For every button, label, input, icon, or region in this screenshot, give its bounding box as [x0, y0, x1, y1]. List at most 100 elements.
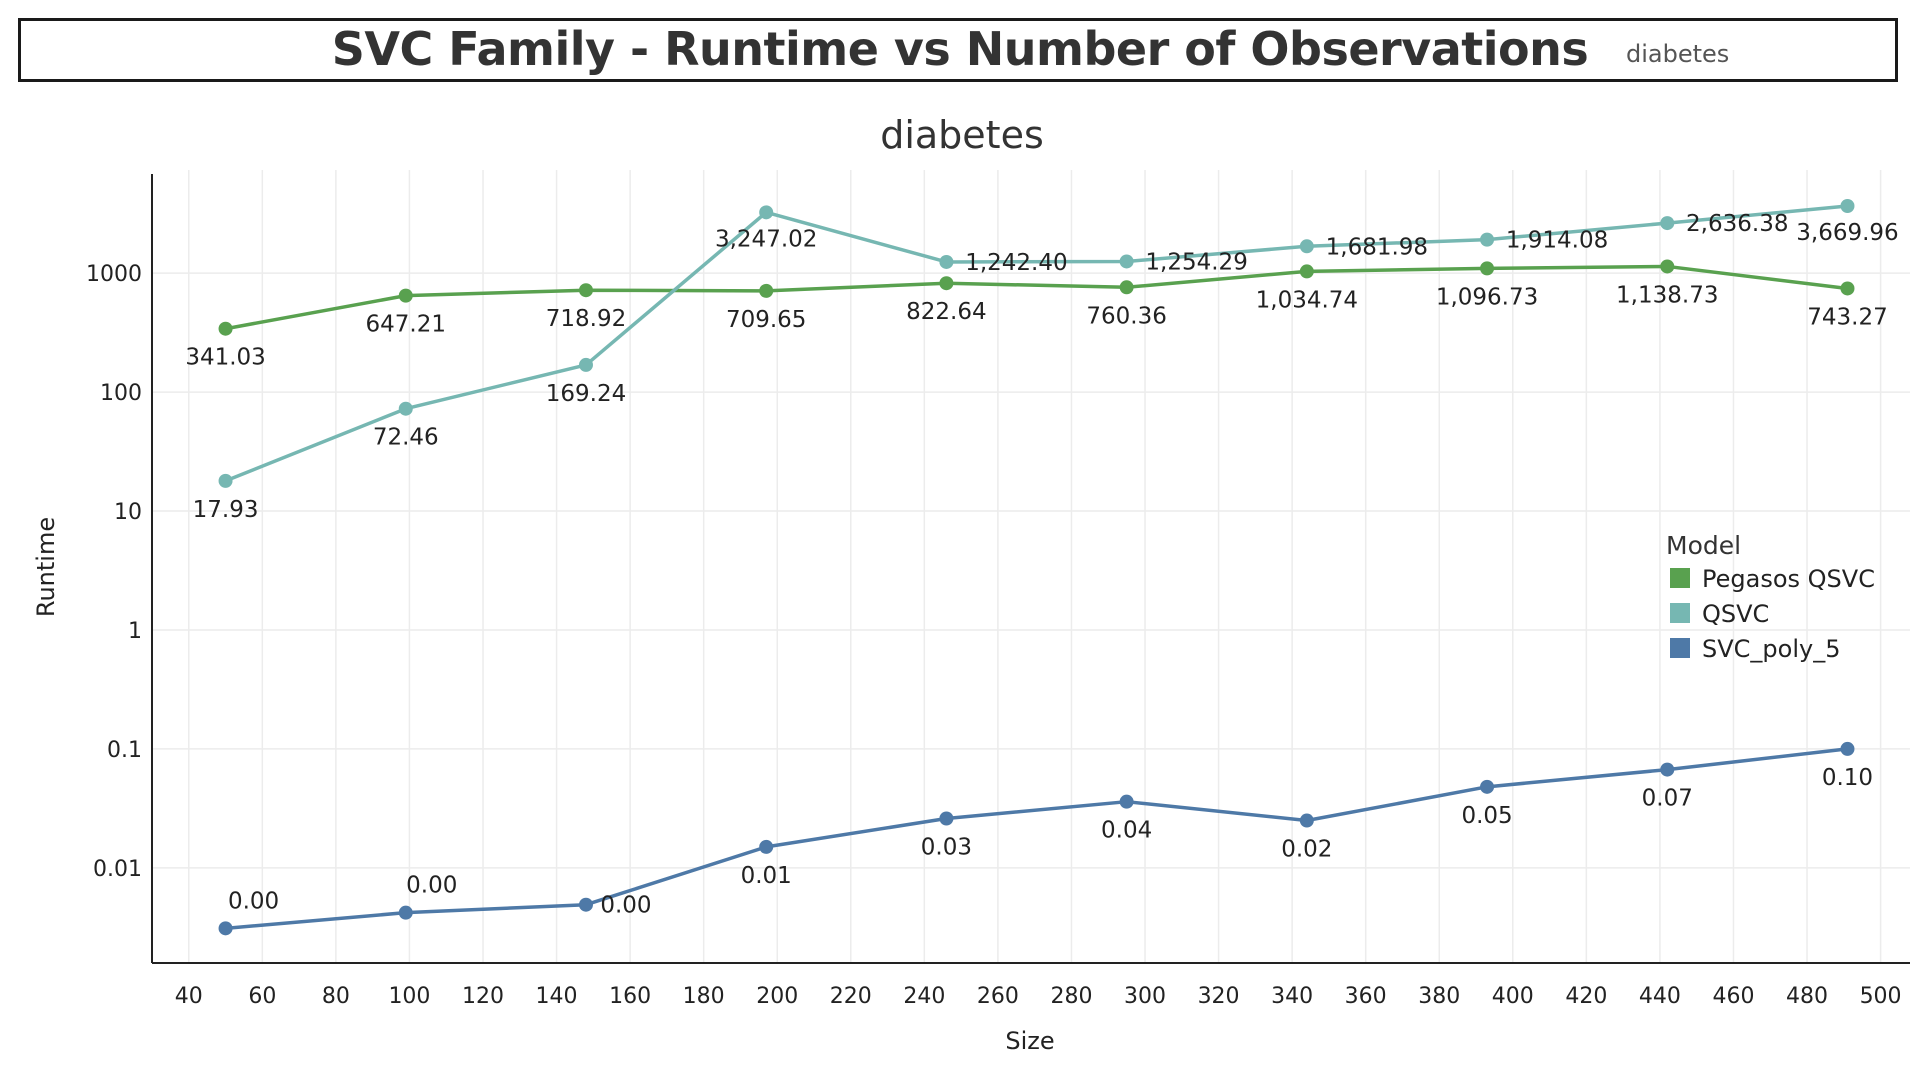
data-label: 0.00 [228, 888, 279, 914]
x-tick-label: 380 [1418, 984, 1460, 1009]
series-line-svc-poly-5 [225, 747, 1848, 931]
x-tick-label: 60 [248, 984, 276, 1009]
data-point [939, 276, 954, 291]
x-axis-title: Size [1005, 1027, 1054, 1055]
x-tick-label: 160 [609, 984, 651, 1009]
data-label: 0.05 [1461, 803, 1512, 829]
data-point [1299, 264, 1314, 279]
data-point [1119, 794, 1134, 809]
data-label: 0.00 [600, 893, 651, 919]
x-tick-label: 40 [175, 984, 203, 1009]
data-point [1840, 198, 1855, 213]
data-point [218, 921, 233, 936]
legend-label: SVC_poly_5 [1702, 635, 1840, 663]
y-tick-label: 1 [128, 619, 142, 644]
data-label: 2,636.38 [1686, 211, 1788, 237]
page-title: SVC Family - Runtime vs Number of Observ… [331, 22, 1589, 76]
data-label: 0.00 [406, 873, 457, 899]
axes [151, 174, 1910, 964]
x-tick-label: 500 [1860, 984, 1902, 1009]
data-label: 1,254.29 [1145, 249, 1247, 275]
data-label: 0.03 [921, 834, 972, 860]
y-tick-label: 1000 [86, 262, 142, 287]
data-point [939, 811, 954, 826]
data-point [218, 473, 233, 488]
x-tick-labels: 40 60 80 100 120 140 160 180 200 220 240 260 280 300 3… [175, 984, 1902, 1009]
data-label: 709.65 [726, 307, 806, 333]
data-point [759, 205, 774, 220]
data-point [939, 254, 954, 269]
y-axis-title: Runtime [32, 517, 60, 617]
x-tick-label: 420 [1565, 984, 1607, 1009]
x-tick-label: 120 [462, 984, 504, 1009]
data-labels: 341.03 647.21 718.92 709.65 822.64 760.36 1,03… [185, 211, 1898, 919]
x-tick-label: 260 [977, 984, 1019, 1009]
series-line-pegasos-qsvc [225, 264, 1848, 331]
data-label: 169.24 [546, 381, 626, 407]
data-label: 1,034.74 [1256, 287, 1358, 313]
data-label: 72.46 [373, 425, 439, 451]
grid-lines [152, 170, 1910, 963]
legend-label: QSVC [1702, 600, 1769, 628]
data-point [1660, 259, 1675, 274]
data-point [398, 905, 413, 920]
data-point [1299, 239, 1314, 254]
x-tick-label: 220 [830, 984, 872, 1009]
data-point [398, 288, 413, 303]
data-point [1119, 280, 1134, 295]
y-tick-label: 10 [114, 500, 142, 525]
x-tick-label: 400 [1492, 984, 1534, 1009]
data-point [1840, 741, 1855, 756]
data-label: 647.21 [366, 312, 446, 338]
data-label: 0.10 [1822, 765, 1873, 791]
data-point [1480, 779, 1495, 794]
data-point [578, 357, 593, 372]
data-point [578, 897, 593, 912]
chart-title: diabetes [880, 113, 1044, 157]
data-point [1840, 281, 1855, 296]
data-point [1119, 254, 1134, 269]
x-tick-label: 460 [1712, 984, 1754, 1009]
data-label: 0.01 [741, 863, 792, 889]
data-label: 17.93 [193, 497, 259, 523]
data-label: 1,096.73 [1436, 284, 1538, 310]
data-point [759, 839, 774, 854]
x-tick-label: 480 [1786, 984, 1828, 1009]
dataset-filter-label[interactable]: diabetes [1626, 40, 1730, 68]
data-label: 0.07 [1642, 786, 1693, 812]
series-points [218, 198, 1855, 936]
series-lines [224, 204, 1848, 931]
x-tick-label: 240 [903, 984, 945, 1009]
x-tick-label: 140 [536, 984, 578, 1009]
legend-swatch [1670, 568, 1690, 588]
legend-label: Pegasos QSVC [1702, 565, 1875, 593]
x-tick-label: 180 [683, 984, 725, 1009]
legend-title: Model [1666, 531, 1741, 560]
header-frame [18, 18, 1898, 82]
x-tick-label: 200 [756, 984, 798, 1009]
x-tick-label: 340 [1271, 984, 1313, 1009]
data-point [218, 321, 233, 336]
data-label: 718.92 [546, 306, 626, 332]
series-line-qsvc [224, 204, 1848, 483]
data-label: 0.02 [1281, 837, 1332, 863]
data-point [1480, 261, 1495, 276]
data-label: 1,242.40 [965, 250, 1067, 276]
data-point [1660, 216, 1675, 231]
data-point [1299, 813, 1314, 828]
y-tick-label: 0.1 [107, 738, 142, 763]
data-label: 822.64 [906, 299, 986, 325]
legend-swatch [1670, 603, 1690, 623]
y-tick-label: 100 [100, 381, 142, 406]
data-label: 1,914.08 [1506, 228, 1608, 254]
data-label: 1,138.73 [1616, 282, 1718, 308]
data-label: 3,247.02 [715, 226, 817, 252]
data-point [398, 401, 413, 416]
data-point [1660, 762, 1675, 777]
data-point [1480, 232, 1495, 247]
data-label: 341.03 [185, 345, 265, 371]
x-tick-label: 360 [1345, 984, 1387, 1009]
x-tick-label: 320 [1198, 984, 1240, 1009]
x-tick-label: 80 [322, 984, 350, 1009]
